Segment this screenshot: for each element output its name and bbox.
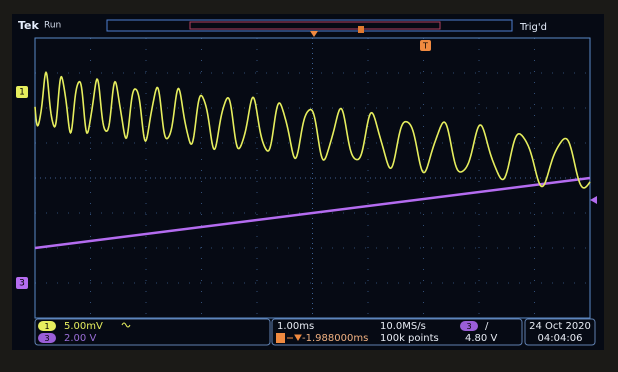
timebase: 1.00ms xyxy=(277,321,314,332)
ch3-badge-label: 3 xyxy=(44,334,49,343)
record-length: 100k points xyxy=(380,333,439,344)
trigger-position-icon xyxy=(276,333,285,343)
ch1-scale: 5.00mV xyxy=(64,321,103,332)
oscilloscope-screen: Tek Run Trig'd 1 3 T 1 5.00mV 3 2.00 V 1… xyxy=(0,0,618,372)
trigger-level: 4.80 V xyxy=(465,333,497,344)
ch1-badge-label: 1 xyxy=(44,322,49,331)
ch3-scale: 2.00 V xyxy=(64,333,96,344)
display xyxy=(12,14,604,350)
trigger-marker-label: T xyxy=(422,42,428,51)
date: 24 Oct 2020 xyxy=(529,321,591,332)
sample-rate: 10.0MS/s xyxy=(380,321,426,332)
trigger-source: 3 xyxy=(466,322,471,331)
channel1-marker-label: 1 xyxy=(19,88,25,98)
trigger-position: -1.988000ms xyxy=(302,333,368,344)
run-state: Run xyxy=(44,21,61,31)
time: 04:04:06 xyxy=(538,333,583,344)
brand: Tek xyxy=(18,19,40,32)
channel3-marker-label: 3 xyxy=(19,279,25,289)
trigger-status: Trig'd xyxy=(519,22,547,33)
expansion-point xyxy=(358,26,364,33)
